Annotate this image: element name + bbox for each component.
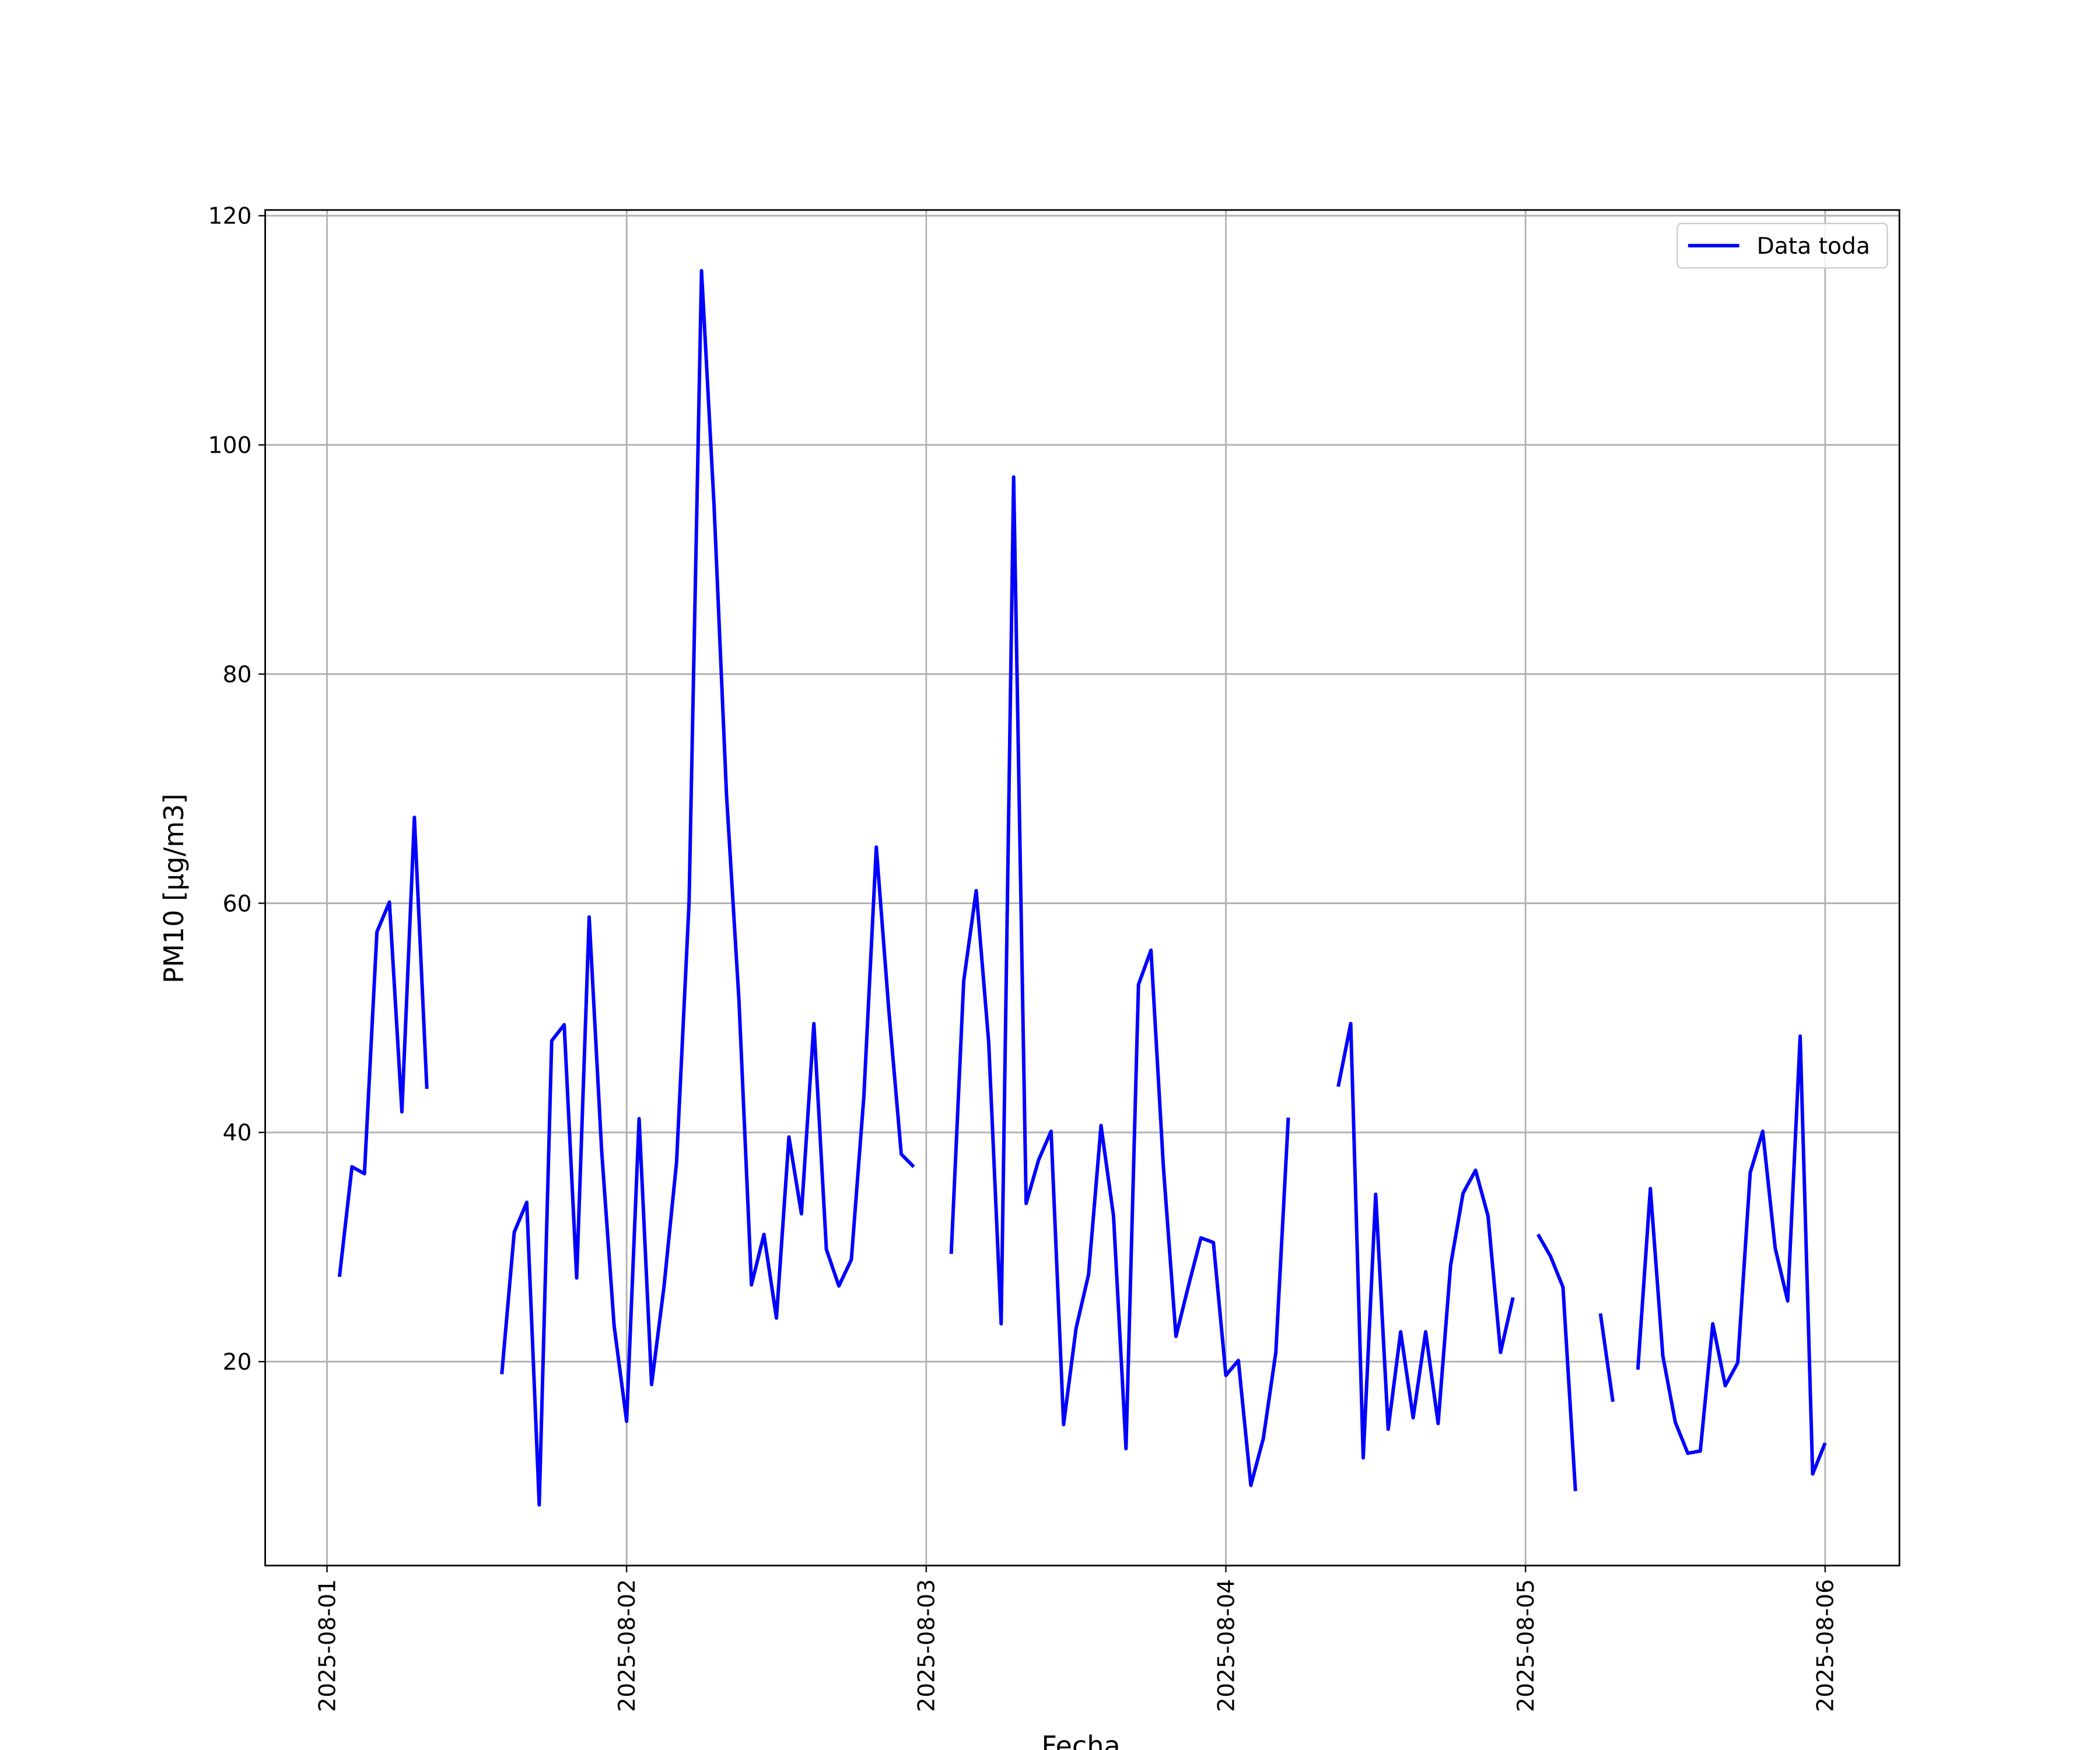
legend-label: Data toda	[1757, 233, 1870, 260]
x-tick-label: 2025-08-03	[914, 1579, 940, 1712]
data-line	[337, 816, 429, 1278]
x-tick-label: 2025-08-05	[1513, 1579, 1539, 1712]
plot-frame	[264, 209, 1901, 1567]
y-tick-label: 20	[223, 1349, 252, 1376]
data-line	[1536, 1233, 1577, 1492]
y-axis-label: PM10 [μg/m3]	[158, 793, 190, 984]
data-line	[1598, 1313, 1615, 1402]
x-tick-label: 2025-08-01	[314, 1579, 341, 1712]
legend-box	[1676, 222, 1888, 269]
y-tick-label: 100	[208, 433, 252, 459]
x-tick-label: 2025-08-06	[1813, 1579, 1839, 1712]
y-tick-label: 60	[223, 891, 252, 917]
data-line	[500, 269, 915, 1507]
data-line	[1336, 1021, 1515, 1460]
x-tick-label: 2025-08-02	[614, 1579, 640, 1712]
y-tick-label: 80	[223, 662, 252, 688]
x-axis-label: Fecha	[1041, 1730, 1120, 1750]
x-tick-label: 2025-08-04	[1213, 1579, 1240, 1712]
y-tick-label: 40	[223, 1120, 252, 1146]
y-tick-label: 120	[208, 204, 252, 230]
data-line	[949, 475, 1290, 1488]
data-line	[1636, 1034, 1827, 1476]
